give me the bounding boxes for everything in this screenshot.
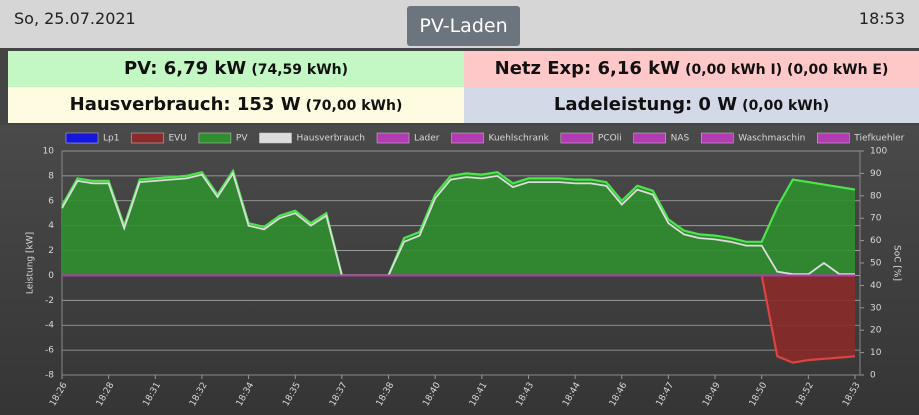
legend-label: PCOli [598,134,622,144]
status-charge: Ladeleistung: 0 W (0,00 kWh) [464,87,919,123]
status-house: Hausverbrauch: 153 W (70,00 kWh) [8,87,464,123]
y-tick-label: -6 [45,346,54,356]
legend-label: NAS [671,134,690,144]
y-tick-label: 8 [48,171,54,181]
y2-tick-label: 0 [870,371,876,381]
legend-label: Hausverbrauch [296,134,365,144]
legend-label: PV [236,134,248,144]
y-tick-label: 10 [43,147,55,157]
legend-label: EVU [168,134,186,144]
series-area [62,275,855,363]
y-tick-label: 2 [48,246,54,256]
series-area [62,170,855,276]
legend-label: Lp1 [103,134,119,144]
y2-tick-label: 10 [870,348,882,358]
legend-label: Kuehlschrank [489,134,550,144]
y-tick-label: 4 [48,221,54,231]
status-main: Hausverbrauch: 153 W [69,94,301,115]
y2-tick-label: 90 [870,169,882,179]
series-line [61,171,855,277]
legend-label: Waschmaschin [738,134,805,144]
legend-swatch [259,132,292,144]
legend-label: Lader [414,134,440,144]
status-grid: Netz Exp: 6,16 kW (0,00 kWh I) (0,00 kWh… [464,51,919,87]
y-tick-label: -4 [45,321,54,331]
y2-tick-label: 40 [870,281,882,291]
y-tick-label: -2 [45,296,54,306]
y2-tick-label: 30 [870,303,882,313]
y2-tick-label: 20 [870,326,882,336]
time: 18:53 [858,9,905,28]
legend-label: Tiefkuehler [853,134,904,144]
status-pv: PV: 6,79 kW (74,59 kWh) [8,51,464,87]
y-axis-title: Leistung [kW] [26,232,36,294]
y-tick-label: 0 [48,271,54,281]
y2-tick-label: 100 [870,147,887,157]
y2-axis-title: SoC [%] [892,245,902,281]
y2-tick-label: 70 [870,214,882,224]
y-tick-label: -8 [45,371,54,381]
y2-tick-label: 80 [870,191,882,201]
y2-tick-label: 60 [870,236,882,246]
legend-swatch [65,132,99,144]
chart: Leistung [kW] SoC [%] -8-6-4-20246810010… [0,125,919,415]
status-detail: (74,59 kWh) [251,62,349,78]
status-main: Netz Exp: 6,16 kW [494,58,681,79]
date: So, 25.07.2021 [14,9,136,28]
legend-swatch [701,132,734,144]
series-line [61,168,856,277]
status-main: Ladeleistung: 0 W [553,94,738,115]
legend-swatch [131,132,164,144]
status-detail: (0,00 kWh I) (0,00 kWh E) [685,62,889,78]
y2-tick-label: 50 [870,259,882,269]
legend-swatch [633,132,666,144]
legend-swatch [817,132,850,144]
y-tick-label: 6 [48,196,54,206]
mode-button[interactable]: PV-Laden [407,6,520,46]
status-detail: (0,00 kWh) [742,98,830,114]
legend-swatch [560,132,594,144]
status-main: PV: 6,79 kW [123,58,247,79]
legend-swatch [451,132,484,144]
header: So, 25.07.2021 PV-Laden 18:53 [0,0,919,48]
legend-swatch [198,132,232,144]
status-detail: (70,00 kWh) [305,98,403,114]
legend-swatch [376,132,410,144]
